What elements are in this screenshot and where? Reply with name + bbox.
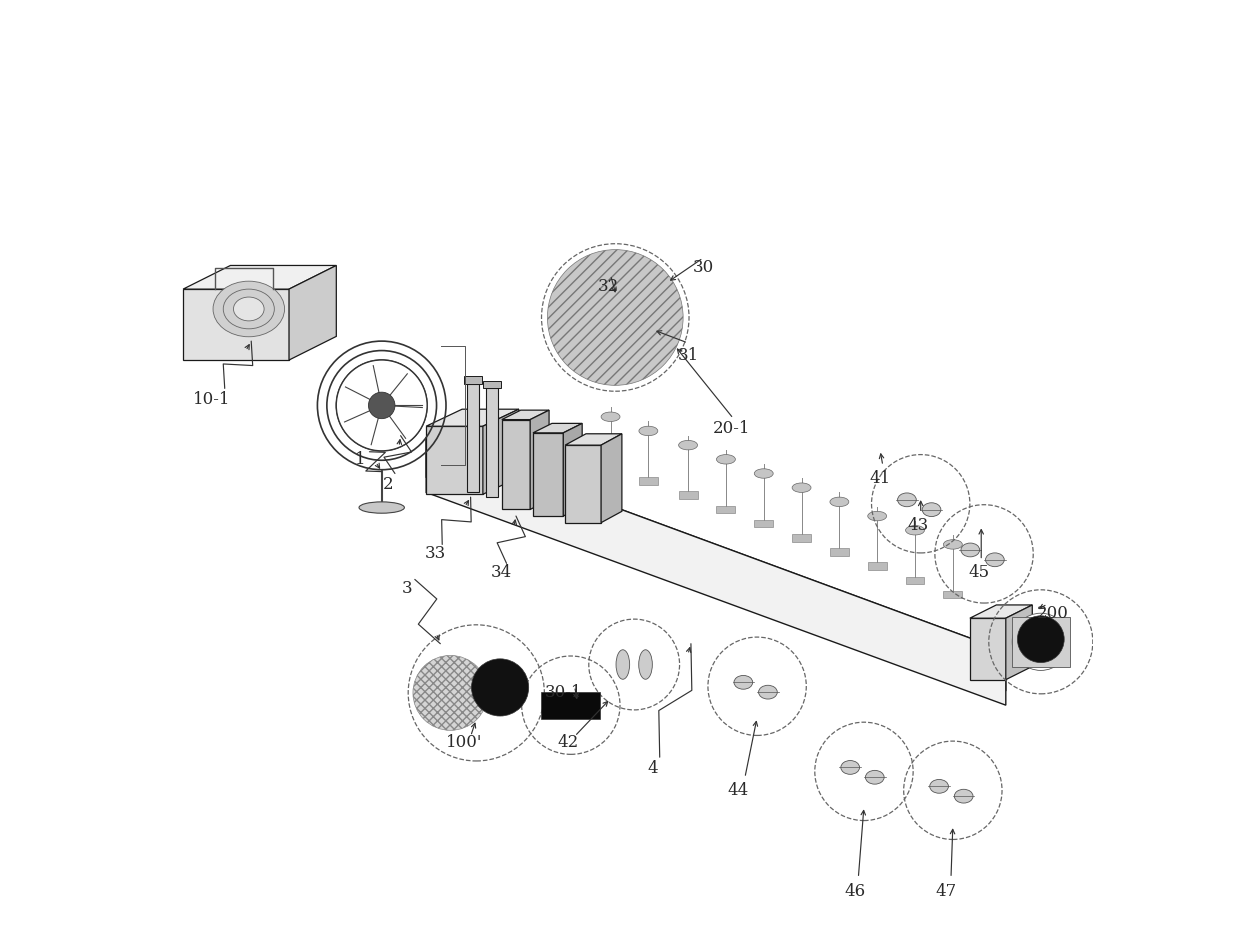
Text: 32: 32 xyxy=(598,277,619,295)
Text: 44: 44 xyxy=(728,782,749,798)
Circle shape xyxy=(547,250,683,385)
Text: 1: 1 xyxy=(355,451,366,468)
Bar xyxy=(944,591,962,599)
Circle shape xyxy=(368,392,396,419)
Ellipse shape xyxy=(639,650,652,679)
Bar xyxy=(754,520,774,527)
Text: 200: 200 xyxy=(1037,605,1069,622)
Bar xyxy=(482,381,501,388)
Text: 3: 3 xyxy=(402,581,413,598)
Polygon shape xyxy=(184,265,336,289)
Polygon shape xyxy=(502,410,549,420)
Text: 10-1: 10-1 xyxy=(192,391,231,408)
Circle shape xyxy=(1017,616,1064,663)
Ellipse shape xyxy=(616,650,630,679)
Polygon shape xyxy=(565,434,622,445)
Ellipse shape xyxy=(930,779,949,794)
Ellipse shape xyxy=(868,511,887,521)
Polygon shape xyxy=(565,445,601,523)
Circle shape xyxy=(413,655,487,730)
Polygon shape xyxy=(970,605,1032,618)
Polygon shape xyxy=(502,420,531,509)
Circle shape xyxy=(471,659,528,716)
Bar xyxy=(830,548,849,556)
Ellipse shape xyxy=(1012,614,1069,670)
Text: 41: 41 xyxy=(869,470,890,487)
Bar xyxy=(792,534,811,542)
Polygon shape xyxy=(289,265,336,360)
Polygon shape xyxy=(533,423,582,433)
Polygon shape xyxy=(563,423,582,516)
Polygon shape xyxy=(482,409,518,494)
Ellipse shape xyxy=(830,497,849,507)
Ellipse shape xyxy=(233,297,264,321)
Ellipse shape xyxy=(360,502,404,513)
Polygon shape xyxy=(601,434,622,523)
Ellipse shape xyxy=(213,281,284,337)
Polygon shape xyxy=(184,289,289,360)
Text: 47: 47 xyxy=(936,883,957,900)
Polygon shape xyxy=(1006,605,1032,680)
Text: 33: 33 xyxy=(425,545,446,563)
Text: 34: 34 xyxy=(491,564,512,581)
Ellipse shape xyxy=(961,543,980,557)
Ellipse shape xyxy=(955,789,973,803)
Ellipse shape xyxy=(639,426,658,436)
Ellipse shape xyxy=(898,493,916,507)
Text: 30-1: 30-1 xyxy=(544,685,582,702)
Text: 100': 100' xyxy=(446,735,482,752)
Bar xyxy=(466,384,479,492)
Bar xyxy=(905,577,925,584)
Ellipse shape xyxy=(754,469,774,478)
Ellipse shape xyxy=(866,770,884,784)
Ellipse shape xyxy=(944,540,962,549)
Text: 43: 43 xyxy=(908,517,929,534)
Ellipse shape xyxy=(923,503,941,516)
Polygon shape xyxy=(427,426,482,494)
Bar xyxy=(868,563,887,570)
Ellipse shape xyxy=(601,412,620,421)
Text: 2: 2 xyxy=(383,476,393,493)
Text: 45: 45 xyxy=(968,564,990,581)
Ellipse shape xyxy=(759,686,777,699)
Ellipse shape xyxy=(986,553,1004,566)
Text: 46: 46 xyxy=(844,883,866,900)
Bar xyxy=(1012,616,1070,667)
Polygon shape xyxy=(427,409,518,426)
Ellipse shape xyxy=(717,455,735,464)
Text: 42: 42 xyxy=(557,735,579,752)
Polygon shape xyxy=(427,438,1006,691)
Circle shape xyxy=(336,360,427,451)
Bar xyxy=(678,491,698,499)
Text: 4: 4 xyxy=(647,760,658,777)
Bar xyxy=(464,376,482,384)
Polygon shape xyxy=(533,433,563,516)
Text: 30: 30 xyxy=(693,259,714,276)
Bar xyxy=(717,506,735,513)
Ellipse shape xyxy=(841,760,859,775)
Ellipse shape xyxy=(792,483,811,492)
Polygon shape xyxy=(531,410,549,509)
Bar xyxy=(639,477,658,485)
Ellipse shape xyxy=(905,526,925,535)
Text: 31: 31 xyxy=(677,347,698,364)
Ellipse shape xyxy=(734,675,753,689)
Polygon shape xyxy=(427,438,1006,706)
Ellipse shape xyxy=(678,440,698,450)
Text: 20-1: 20-1 xyxy=(713,420,750,437)
Bar xyxy=(542,691,600,719)
Ellipse shape xyxy=(223,289,274,329)
Bar xyxy=(601,463,620,471)
Polygon shape xyxy=(970,618,1006,680)
Bar xyxy=(486,388,498,497)
